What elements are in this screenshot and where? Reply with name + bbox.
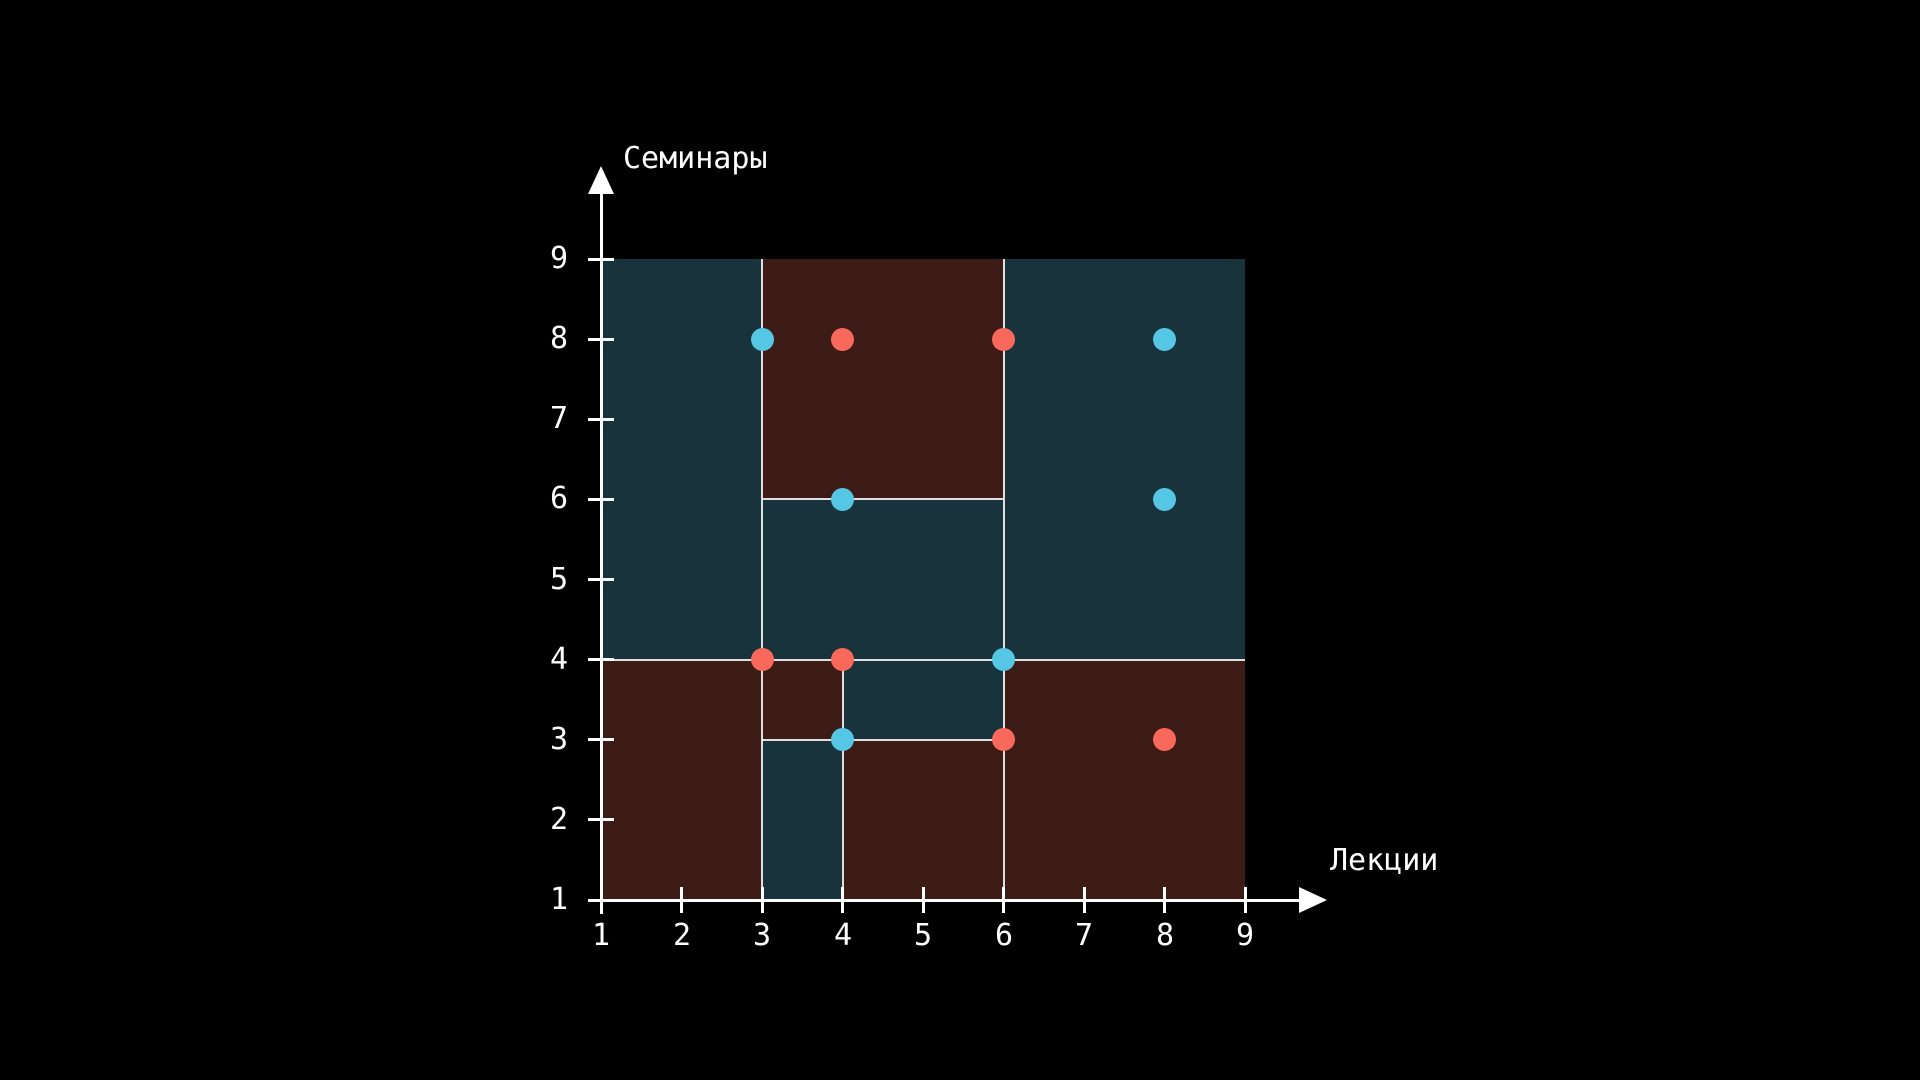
y-axis-tick-label: 1 (549, 882, 568, 917)
decision-region-blue (1004, 259, 1245, 660)
y-axis-title: Семинары (623, 141, 768, 176)
y-axis-tick-label: 8 (549, 321, 568, 356)
decision-region-red (762, 259, 1004, 499)
y-axis-tick-label: 2 (549, 802, 568, 837)
x-axis-title: Лекции (1330, 843, 1439, 878)
decision-boundary-line (601, 659, 1245, 661)
decision-region-red (601, 660, 762, 900)
x-axis-tick-label: 8 (1155, 918, 1175, 953)
x-axis-arrow-icon (1299, 887, 1327, 913)
decision-region-red (843, 740, 1004, 900)
data-point-red (992, 328, 1015, 351)
data-point-blue (992, 648, 1015, 671)
decision-boundary-line (762, 739, 1004, 741)
decision-region-red (762, 660, 843, 740)
data-point-blue (751, 328, 774, 351)
y-axis-tick-label: 4 (549, 642, 568, 677)
x-axis-line (601, 899, 1302, 902)
data-point-blue (831, 728, 854, 751)
x-axis-tick-label: 3 (752, 918, 772, 953)
y-axis-arrow-icon (588, 166, 614, 194)
decision-region-blue (762, 740, 843, 900)
y-axis-line (600, 174, 603, 914)
decision-region-red (1004, 660, 1245, 900)
x-axis-tick-label: 9 (1235, 918, 1255, 953)
decision-region-blue (843, 660, 1004, 740)
data-point-red (831, 328, 854, 351)
plot-area (601, 259, 1245, 900)
x-axis-tick-label: 1 (591, 918, 611, 953)
y-axis-tick-label: 6 (549, 481, 568, 516)
x-axis-tick-label: 4 (833, 918, 853, 953)
y-axis-tick-label: 3 (549, 722, 568, 757)
data-point-red (831, 648, 854, 671)
x-axis-tick-label: 6 (994, 918, 1014, 953)
data-point-red (1153, 728, 1176, 751)
y-axis-tick-label: 5 (549, 562, 568, 597)
decision-region-blue (762, 499, 1004, 660)
decision-boundary-line (842, 660, 844, 900)
x-axis-tick-label: 5 (913, 918, 933, 953)
data-point-blue (831, 488, 854, 511)
y-axis-tick-label: 9 (549, 241, 568, 276)
decision-boundary-line (761, 259, 763, 900)
y-axis-tick-label: 7 (549, 401, 568, 436)
decision-region-blue (601, 259, 762, 660)
decision-boundary-line (762, 498, 1004, 500)
x-axis-tick-label: 7 (1074, 918, 1094, 953)
data-point-red (751, 648, 774, 671)
data-point-blue (1153, 488, 1176, 511)
data-point-blue (1153, 328, 1176, 351)
data-point-red (992, 728, 1015, 751)
decision-boundary-line (1003, 259, 1005, 900)
x-axis-tick-label: 2 (672, 918, 692, 953)
